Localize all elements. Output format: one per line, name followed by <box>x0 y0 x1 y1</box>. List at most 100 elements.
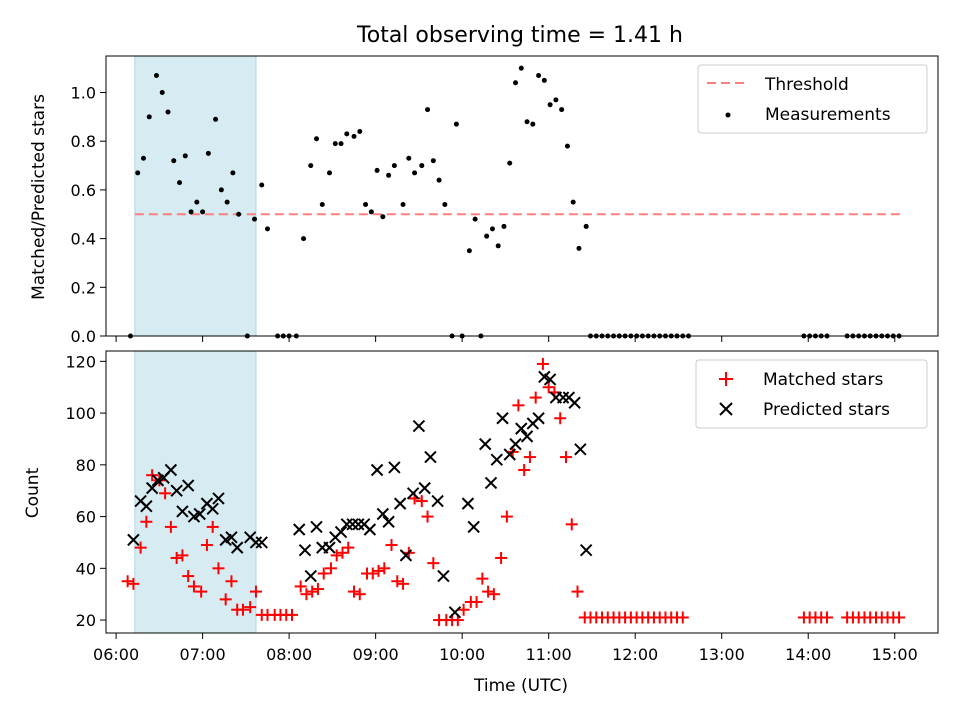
legend-threshold-label: Threshold <box>764 75 849 95</box>
x-tick-label: 13:00 <box>699 645 745 664</box>
predicted-star-point <box>568 396 581 409</box>
measurement-point <box>135 170 141 176</box>
matched-star-point <box>170 551 183 564</box>
bottom-y-tick-label: 20 <box>76 611 96 630</box>
matched-star-point <box>342 541 355 554</box>
predicted-star-point <box>503 448 516 461</box>
predicted-star-point <box>212 492 225 505</box>
matched-star-point <box>306 585 319 598</box>
matched-star-point <box>182 570 195 583</box>
matched-star-point <box>195 585 208 598</box>
measurement-point <box>442 202 448 208</box>
bottom-y-tick-label: 60 <box>76 508 96 527</box>
predicted-star-point <box>393 497 407 510</box>
measurement-point <box>188 209 194 215</box>
measurement-point <box>576 245 582 251</box>
top-panel: 0.0 0.2 0.4 0.6 0.8 1.0 Matched/Predicted sta… <box>29 55 939 346</box>
matched-star-point <box>353 588 366 601</box>
matched-stars-series <box>121 357 906 627</box>
x-tick-label: 11:00 <box>526 645 572 664</box>
measurement-point <box>213 116 219 122</box>
matched-star-point <box>121 575 134 588</box>
matched-star-point <box>317 567 330 580</box>
legend-measurements-swatch <box>725 112 731 118</box>
predicted-star-point <box>170 484 183 497</box>
predicted-star-point <box>515 422 528 435</box>
top-legend: Threshold Measurements <box>697 64 928 134</box>
predicted-star-point <box>509 437 522 451</box>
measurement-point <box>314 136 320 142</box>
predicted-star-point <box>543 373 557 386</box>
legend-matched-swatch <box>719 372 733 386</box>
measurement-point <box>513 80 519 86</box>
matched-star-point <box>153 474 166 487</box>
predicted-star-point <box>334 525 348 539</box>
predicted-star-point <box>376 507 390 521</box>
matched-star-point <box>385 539 398 552</box>
measurement-point <box>559 107 565 113</box>
measurement-point <box>489 226 495 232</box>
predicted-star-point <box>310 520 323 534</box>
measurement-point <box>570 199 576 205</box>
measurement-point <box>547 102 553 108</box>
top-plot-frame <box>105 55 939 337</box>
matched-star-point <box>397 577 410 590</box>
legend-predicted-swatch <box>719 402 733 416</box>
predicted-star-point <box>176 505 189 518</box>
matched-star-point <box>244 601 257 614</box>
measurement-point <box>501 223 507 229</box>
predicted-star-point <box>467 520 480 534</box>
matched-star-point <box>249 585 262 598</box>
measurement-point <box>484 233 490 239</box>
matched-star-point <box>559 451 572 464</box>
predicted-star-point <box>574 443 587 456</box>
matched-star-point <box>372 564 385 577</box>
predicted-star-point <box>193 507 206 521</box>
measurement-point <box>264 226 270 232</box>
bottom-y-tick-label: 120 <box>65 352 96 371</box>
matched-star-point <box>512 399 525 412</box>
top-y-tick-label: 0.6 <box>71 181 96 200</box>
measurement-point <box>386 172 392 178</box>
top-shaded-interval <box>134 55 257 337</box>
matched-star-point <box>300 588 313 601</box>
top-y-tick-label: 1.0 <box>71 84 96 103</box>
predicted-star-point <box>556 391 570 404</box>
predicted-star-point <box>579 544 593 557</box>
x-tick-label: 06:00 <box>93 645 139 664</box>
predicted-star-point <box>437 569 450 583</box>
predicted-star-point <box>145 481 159 495</box>
matched-star-point <box>554 412 567 425</box>
matched-star-point <box>518 464 531 477</box>
measurement-point <box>536 72 542 78</box>
measurement-point <box>466 248 472 254</box>
matched-star-point <box>159 487 172 500</box>
measurement-point <box>495 243 501 249</box>
measurement-point <box>224 199 230 205</box>
top-y-axis: 0.0 0.2 0.4 0.6 0.8 1.0 <box>71 84 106 346</box>
matched-star-point <box>200 539 213 552</box>
predicted-star-point <box>206 502 219 516</box>
bottom-panel: 20 40 60 80 100 120 06:00 07:00 08:00 09:00 10:00… <box>23 350 939 696</box>
matched-star-point <box>236 603 249 616</box>
measurement-point <box>368 209 374 215</box>
measurement-point <box>182 153 188 159</box>
measurement-point <box>205 150 211 156</box>
predicted-star-point <box>496 412 509 425</box>
matched-star-point <box>212 562 225 575</box>
predicted-star-point <box>412 419 426 433</box>
x-tick-label: 15:00 <box>872 645 918 664</box>
matched-star-point <box>421 510 434 523</box>
matched-star-point <box>565 518 578 531</box>
measurement-point <box>171 158 177 164</box>
matched-star-point <box>187 580 200 593</box>
measurement-point <box>425 107 431 113</box>
measurement-point <box>344 131 350 137</box>
matched-star-point <box>176 549 189 562</box>
x-tick-label: 08:00 <box>266 645 312 664</box>
measurement-point <box>159 90 165 96</box>
matched-star-point <box>476 572 489 585</box>
predicted-star-point <box>346 518 359 531</box>
measurement-point <box>436 177 442 183</box>
measurement-point <box>327 170 333 176</box>
